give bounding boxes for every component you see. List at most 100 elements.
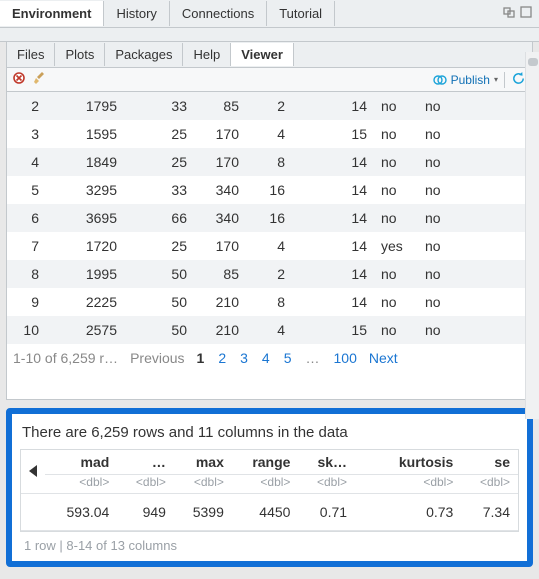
col-sk: sk… (298, 450, 355, 475)
type-kurtosis: <dbl> (375, 475, 462, 494)
cell: 4 (247, 120, 293, 148)
val-ellipsis: 949 (117, 494, 174, 531)
cell: no (375, 120, 421, 148)
tab-tutorial[interactable]: Tutorial (267, 1, 335, 26)
cell: no (375, 176, 421, 204)
table-row[interactable]: 4184925170814nono (7, 148, 532, 176)
cell-gap (293, 204, 335, 232)
table-row[interactable]: 7172025170414yesno (7, 232, 532, 260)
table-row[interactable]: 819955085214nono (7, 260, 532, 288)
cell: 2 (247, 92, 293, 120)
cell: 14 (335, 176, 375, 204)
type-range: <dbl> (232, 475, 299, 494)
maximize-pane-icon[interactable] (519, 5, 533, 22)
cell: 8 (247, 148, 293, 176)
pane-spacer (0, 28, 539, 42)
cell: 3695 (49, 204, 127, 232)
val-sk: 0.71 (298, 494, 355, 531)
cell: no (375, 148, 421, 176)
tab-packages[interactable]: Packages (105, 43, 183, 66)
cell: 340 (195, 204, 247, 232)
cell-gap (293, 120, 335, 148)
vertical-scrollbar[interactable] (525, 52, 539, 419)
cell: yes (375, 232, 421, 260)
tab-plots[interactable]: Plots (55, 43, 105, 66)
cell: 14 (335, 204, 375, 232)
cell: 170 (195, 120, 247, 148)
publish-label: Publish (451, 73, 490, 87)
tab-connections[interactable]: Connections (170, 1, 267, 26)
publish-button[interactable]: Publish ▾ (433, 73, 498, 87)
page-1[interactable]: 1 (197, 350, 205, 366)
page-4[interactable]: 4 (262, 350, 270, 366)
type-mad: <dbl> (45, 475, 117, 494)
cell-gap (293, 92, 335, 120)
cell: 4 (247, 316, 293, 344)
viewer-toolbar: Publish ▾ (7, 68, 532, 92)
cell-gap (293, 288, 335, 316)
tab-history[interactable]: History (104, 1, 169, 26)
cell: 210 (195, 316, 247, 344)
cell: no (421, 204, 467, 232)
cell-pad (467, 120, 532, 148)
cell-gap (293, 232, 335, 260)
val-blank (355, 494, 375, 531)
table-row[interactable]: 3159525170415nono (7, 120, 532, 148)
publish-dropdown-icon[interactable]: ▾ (494, 75, 498, 84)
row-number: 9 (7, 288, 49, 316)
val-mad: 593.04 (45, 494, 117, 531)
summary-row-nav (21, 494, 45, 531)
col-kurtosis: kurtosis (375, 450, 462, 475)
row-number: 6 (7, 204, 49, 232)
cell: 14 (335, 260, 375, 288)
cell: no (421, 288, 467, 316)
data-table-area: 217953385214nono3159525170415nono4184925… (7, 92, 532, 399)
tab-environment[interactable]: Environment (0, 1, 104, 26)
table-row[interactable]: 217953385214nono (7, 92, 532, 120)
table-row[interactable]: 10257550210415nono (7, 316, 532, 344)
tab-help[interactable]: Help (183, 43, 231, 66)
cell: 15 (335, 316, 375, 344)
refresh-icon[interactable] (511, 71, 526, 89)
cell: 33 (127, 92, 195, 120)
cell: 1720 (49, 232, 127, 260)
cell: 14 (335, 288, 375, 316)
cell: 25 (127, 120, 195, 148)
tab-viewer[interactable]: Viewer (231, 43, 294, 66)
clear-viewer-icon[interactable] (33, 71, 47, 88)
col-blank (355, 450, 375, 475)
pager-next[interactable]: Next (369, 350, 398, 366)
cell: no (421, 232, 467, 260)
scroll-thumb[interactable] (528, 58, 538, 66)
cell: 14 (335, 92, 375, 120)
tab-files[interactable]: Files (7, 43, 55, 66)
pager-ellipsis: … (306, 350, 320, 366)
cell: 2 (247, 260, 293, 288)
close-icon[interactable] (13, 72, 25, 87)
cell: no (421, 92, 467, 120)
cell: no (375, 288, 421, 316)
val-se: 7.34 (461, 494, 518, 531)
cell: 14 (335, 232, 375, 260)
pager-prev[interactable]: Previous (130, 350, 184, 366)
page-5[interactable]: 5 (284, 350, 292, 366)
cell: 170 (195, 232, 247, 260)
cell: 25 (127, 148, 195, 176)
cell: 1995 (49, 260, 127, 288)
page-last[interactable]: 100 (334, 350, 357, 366)
nav-left-icon[interactable] (21, 450, 45, 494)
summary-highlight-box: There are 6,259 rows and 11 columns in t… (6, 408, 533, 567)
cell: 50 (127, 316, 195, 344)
page-2[interactable]: 2 (218, 350, 226, 366)
cell-pad (467, 204, 532, 232)
table-row[interactable]: 9222550210814nono (7, 288, 532, 316)
cell: no (421, 316, 467, 344)
cell-pad (467, 148, 532, 176)
minimize-pane-icon[interactable] (503, 5, 517, 22)
table-row[interactable]: 53295333401614nono (7, 176, 532, 204)
table-row[interactable]: 63695663401614nono (7, 204, 532, 232)
cell: 3295 (49, 176, 127, 204)
cell-gap (293, 148, 335, 176)
page-3[interactable]: 3 (240, 350, 248, 366)
cell: 16 (247, 176, 293, 204)
